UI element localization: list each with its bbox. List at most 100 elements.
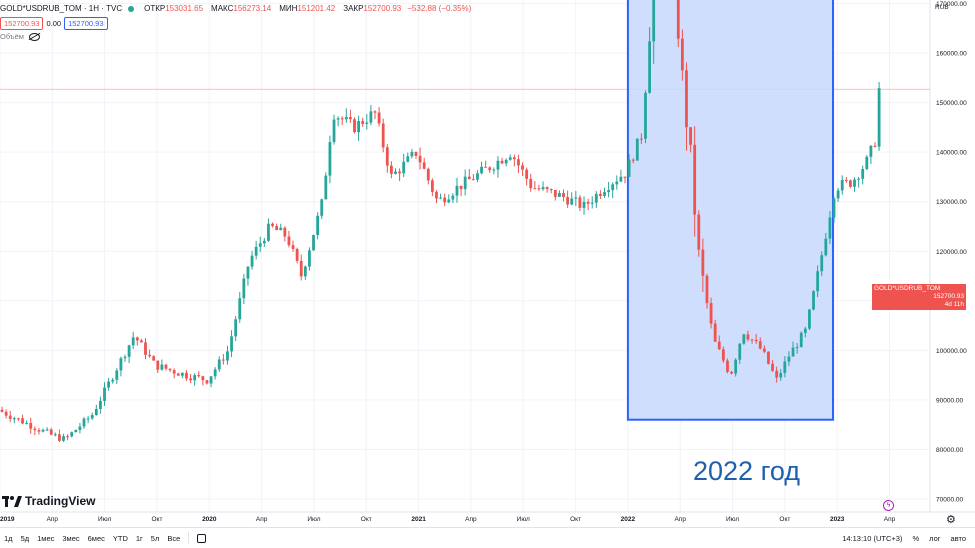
candle-body xyxy=(230,336,233,352)
candle-body xyxy=(406,156,410,162)
calendar-icon[interactable] xyxy=(197,533,207,543)
candle-body xyxy=(316,215,320,235)
flash-icon[interactable]: ϟ xyxy=(883,500,894,511)
candle-body xyxy=(410,151,414,157)
candle-body xyxy=(721,349,725,361)
candle-body xyxy=(582,201,586,208)
candle-body xyxy=(373,111,377,113)
symbol-title[interactable]: GOLD*USDRUB_TOM · 1Н · TVC xyxy=(0,4,123,13)
range-all[interactable]: Все xyxy=(167,533,181,543)
candle-body xyxy=(484,166,488,168)
x-tick-label: Окт xyxy=(779,516,790,523)
candle-body xyxy=(730,371,733,374)
candle-body xyxy=(115,370,119,380)
candle-body xyxy=(254,246,258,256)
range-3m[interactable]: 3мес xyxy=(62,533,80,543)
candle-body xyxy=(8,415,12,419)
range-ytd[interactable]: YTD xyxy=(112,533,128,543)
x-tick-label: 2019 xyxy=(0,516,15,523)
candle-body xyxy=(152,356,156,361)
candle-body xyxy=(545,187,549,190)
range-5d[interactable]: 5д xyxy=(20,533,30,543)
candle-body xyxy=(717,341,721,350)
candle-body xyxy=(365,122,369,124)
candle-body xyxy=(562,192,565,198)
candle-body xyxy=(816,271,820,292)
candle-body xyxy=(221,359,225,361)
candle-body xyxy=(590,202,594,204)
x-tick-label: Апр xyxy=(465,516,477,523)
candle-body xyxy=(344,117,348,120)
candle-body xyxy=(586,201,590,204)
candle-body xyxy=(324,175,328,200)
candle-body xyxy=(4,411,8,416)
range-1y[interactable]: 1г xyxy=(135,533,143,543)
candle-body xyxy=(17,418,20,420)
candle-body xyxy=(631,159,635,161)
candle-body xyxy=(242,278,246,299)
candle-body xyxy=(90,414,94,419)
candle-body xyxy=(185,372,188,379)
y-tick-label: 80000.00 xyxy=(936,447,963,454)
candle-body xyxy=(574,197,578,199)
candle-body xyxy=(492,169,496,171)
candle-body xyxy=(873,145,877,147)
x-tick-label: Июл xyxy=(307,516,320,523)
candle-body xyxy=(246,266,250,279)
candle-body xyxy=(37,430,41,432)
candle-body xyxy=(533,188,537,190)
candle-body xyxy=(439,197,442,199)
x-tick-label: 2023 xyxy=(830,516,845,523)
y-tick-label: 120000.00 xyxy=(936,249,967,256)
price-axis[interactable]: RUB70000.0080000.0090000.00100000.001100… xyxy=(929,0,975,527)
chart-legend: GOLD*USDRUB_TOM · 1Н · TVC ОТКР153031.65… xyxy=(0,4,471,13)
y-tick-label: 100000.00 xyxy=(936,348,967,355)
log-scale-button[interactable]: лог xyxy=(929,533,941,543)
auto-scale-button[interactable]: авто xyxy=(950,533,966,543)
candle-body xyxy=(78,426,82,430)
candle-body xyxy=(808,309,811,329)
candle-body xyxy=(693,144,697,215)
candle-body xyxy=(619,176,623,182)
candle-body xyxy=(328,142,332,176)
candle-body xyxy=(422,162,426,169)
candle-body xyxy=(176,373,180,376)
candle-body xyxy=(877,88,881,147)
candle-body xyxy=(70,432,74,437)
spread-value: 0.00 xyxy=(46,19,62,28)
candle-body xyxy=(443,197,447,203)
gear-icon[interactable]: ⚙ xyxy=(946,514,956,526)
candle-body xyxy=(369,111,373,123)
bottom-toolbar: 1д 5д 1мес 3мес 6мес YTD 1г 5л Все 14:13… xyxy=(0,527,975,548)
candle-body xyxy=(824,238,828,256)
candle-body xyxy=(861,169,865,179)
candle-body xyxy=(836,190,840,199)
candle-body xyxy=(33,428,37,431)
current-price-label: GOLD*USDRUB_TOM 152700.93 4d 11h xyxy=(872,284,966,310)
volume-label[interactable]: Объём xyxy=(0,32,24,41)
candle-body xyxy=(783,361,787,374)
tradingview-logo-text: TradingView xyxy=(25,494,96,508)
candle-body xyxy=(594,193,598,203)
range-5y[interactable]: 5л xyxy=(150,533,160,543)
highlight-box-2022[interactable] xyxy=(626,0,835,421)
candle-body xyxy=(86,418,90,420)
tradingview-logo[interactable]: TradingView xyxy=(2,494,95,508)
sell-price-box[interactable]: 152700.93 xyxy=(0,17,44,30)
candle-body xyxy=(250,255,254,267)
candle-body xyxy=(139,340,143,343)
candle-body xyxy=(566,197,570,205)
range-1d[interactable]: 1д xyxy=(4,533,13,543)
candle-body xyxy=(758,341,762,349)
candle-body xyxy=(865,156,869,170)
hide-eye-icon[interactable] xyxy=(28,32,40,41)
range-1m[interactable]: 1мес xyxy=(37,533,55,543)
time-axis[interactable]: 2019 Апр Июл Окт 2020 Апр Июл Окт 2021 Апр Июл Окт 2… xyxy=(0,511,975,523)
candle-body xyxy=(742,334,746,344)
range-6m[interactable]: 6мес xyxy=(87,533,105,543)
percent-scale-button[interactable]: % xyxy=(912,533,920,543)
clock-timezone[interactable]: 14:13:10 (UTC+3) xyxy=(842,533,903,543)
buy-price-box[interactable]: 152700.93 xyxy=(64,17,108,30)
candle-body xyxy=(12,418,16,420)
